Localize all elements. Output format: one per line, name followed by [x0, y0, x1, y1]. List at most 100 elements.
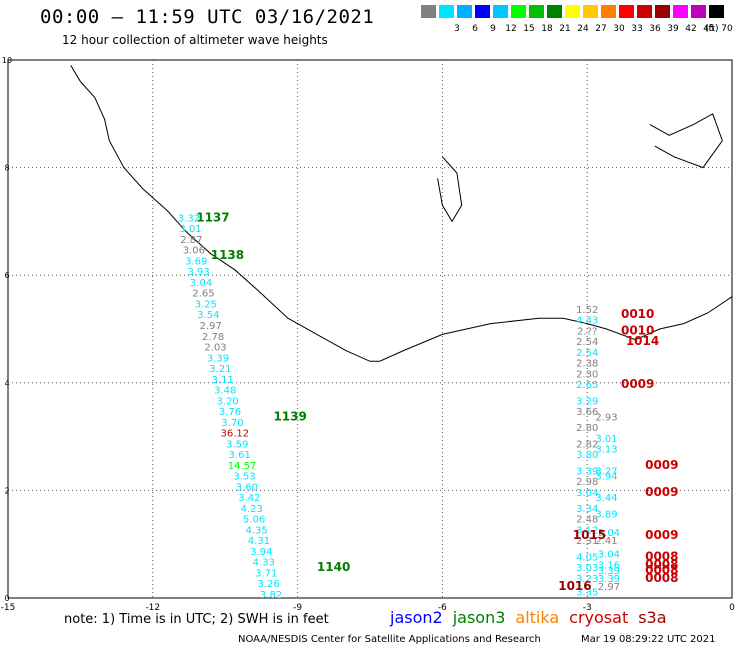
y-tick-label: 6 [4, 271, 9, 280]
wave-height-label: 3.01 [595, 434, 617, 445]
wave-height-label: 3.32 [178, 213, 200, 224]
scale-label: 30 [613, 24, 625, 34]
wave-height-label: 14.57 [228, 461, 257, 472]
wave-height-label: 3.04 [190, 278, 212, 289]
scale-swatch [475, 5, 490, 18]
scale-swatch [565, 5, 580, 18]
scale-label: 39 [667, 24, 679, 34]
wave-height-label: 3.25 [195, 299, 217, 310]
wave-height-label: 2.54 [576, 337, 598, 348]
legend-item-jason3: jason3 [452, 608, 506, 627]
wave-height-label: 3.93 [188, 267, 210, 278]
wave-height-label: 3.39 [598, 566, 620, 577]
wave-height-label: 3.35 [576, 587, 598, 598]
wave-height-label: 3.03 [576, 563, 598, 574]
scale-swatch [421, 5, 436, 18]
wave-height-label: 2.41 [595, 536, 617, 547]
chart-title: 00:00 – 11:59 UTC 03/16/2021 [40, 6, 375, 28]
wave-height-label: 2.?? [577, 326, 597, 337]
wave-height-label: 2.87 [180, 235, 202, 246]
scale-swatch [439, 5, 454, 18]
wave-height-label: 3.70 [221, 418, 243, 429]
scale-swatch [511, 5, 526, 18]
wave-height-label: 3.13 [595, 445, 617, 456]
wave-height-label: 3.29 [576, 396, 598, 407]
wave-height-label: 3.53 [233, 472, 255, 483]
pass-time-label-cryosat: 0009 [645, 458, 678, 472]
wave-height-label: 3.20 [216, 396, 238, 407]
legend-item-altika: altika [515, 608, 560, 627]
pass-time-label-cryosat: 0010 [621, 323, 654, 337]
wave-height-label: 3.06 [183, 246, 205, 257]
coastline-island_northeast [649, 113, 723, 169]
wave-height-label: 2.65 [576, 380, 598, 391]
wave-height-label: 3.94 [595, 472, 617, 483]
scale-swatch [601, 5, 616, 18]
wave-height-label: 3.27 [595, 466, 617, 477]
chart-subtitle: 12 hour collection of altimeter wave hei… [62, 33, 328, 47]
scale-swatch [673, 5, 688, 18]
scale-label: 18 [541, 24, 553, 34]
wave-height-label: 3.44 [595, 493, 617, 504]
wave-height-label: 3.26 [258, 579, 280, 590]
wave-height-label: 2.65 [192, 289, 214, 300]
wave-height-label: 2.31 [576, 536, 598, 547]
pass-time-label-jason3: 1138 [211, 248, 244, 262]
coastline-west_africa [70, 65, 733, 362]
wave-height-label: 36.12 [221, 429, 250, 440]
pass-time-label-cryosat: 0008 [645, 557, 678, 571]
scale-swatch [457, 5, 472, 18]
scale-label: 42 [685, 24, 697, 34]
x-tick-label: -3 [583, 603, 592, 613]
wave-height-label: 3.39 [598, 574, 620, 585]
x-tick-label: -9 [293, 603, 302, 613]
wave-height-label: 3.48 [214, 386, 236, 397]
wave-height-label: 3.04 [576, 488, 598, 499]
scale-label: 36 [649, 24, 661, 34]
pass-time-label-cryosat: 0009 [645, 485, 678, 499]
wave-height-label: 3.39 [576, 466, 598, 477]
scale-label: 24 [577, 24, 589, 34]
wave-height-label: 4.05 [576, 552, 598, 563]
pass-time-label-jason3: 1139 [273, 409, 306, 423]
wave-height-label: 2.82 [576, 439, 598, 450]
wave-height-label: 2.38 [576, 359, 598, 370]
wave-height-label: 1.52 [576, 305, 598, 316]
wave-height-label: 3.04 [598, 528, 620, 539]
wave-height-label: 2.97 [200, 321, 222, 332]
x-tick-label: 0 [729, 603, 735, 613]
x-tick-label: -15 [1, 603, 16, 613]
scale-label: 12 [505, 24, 517, 34]
y-tick-label: 8 [4, 164, 9, 173]
wave-height-label: 3.80 [576, 450, 598, 461]
pass-time-label-cryosat: 0009 [645, 528, 678, 542]
scale-unit: (ft) [705, 24, 719, 34]
x-tick-label: -6 [438, 603, 447, 613]
wave-height-label: 2.93 [595, 412, 617, 423]
satellite-legend: jason2 jason3 altika cryosat s3a [390, 608, 677, 627]
wave-height-label: 4.31 [248, 536, 270, 547]
scale-swatch [655, 5, 670, 18]
wave-height-label: 4.35 [245, 525, 267, 536]
credit-line: NOAA/NESDIS Center for Satellite Applica… [238, 634, 541, 645]
pass-time-label-cryosat: 0008 [645, 571, 678, 585]
footer-note: note: 1) Time is in UTC; 2) SWH is in fe… [64, 612, 329, 627]
wave-height-label: 2.03 [204, 343, 226, 354]
wave-height-label: 4.23 [241, 504, 263, 515]
scale-label: 3 [454, 24, 460, 34]
wave-height-label: 3.16 [598, 560, 620, 571]
scale-swatch [529, 5, 544, 18]
scale-swatch [709, 5, 724, 18]
wave-height-label: 3.01 [179, 224, 201, 235]
x-tick-label: -12 [145, 603, 160, 613]
pass-time-label-s3a: 1016 [558, 579, 591, 593]
pass-time-label-cryosat: 0009 [621, 377, 654, 391]
wave-height-label: 3.04 [598, 550, 620, 561]
legend-item-jason2: jason2 [390, 608, 443, 627]
coastline-island_east [437, 156, 463, 223]
wave-height-label: 3.66 [576, 407, 598, 418]
scale-label: 70 [721, 24, 733, 34]
wave-height-label: 3.23 [576, 574, 598, 585]
wave-height-label: 3.21 [209, 364, 231, 375]
